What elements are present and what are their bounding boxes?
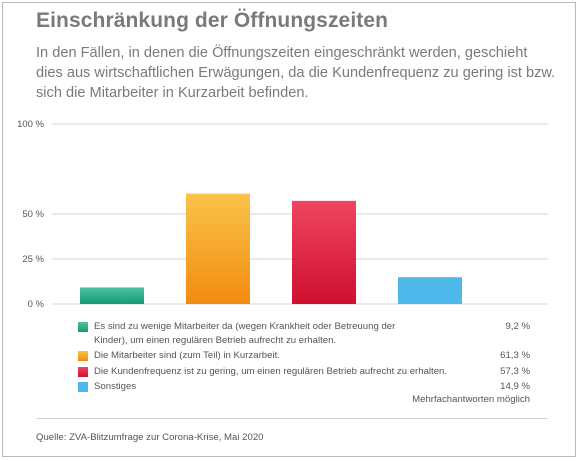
legend-label: Die Kundenfrequenz ist zu gering, um ein… [94, 365, 448, 377]
bar-3 [292, 200, 356, 304]
legend-swatch [78, 366, 88, 377]
bar-1 [80, 287, 144, 304]
legend-label: Sonstiges [94, 381, 137, 392]
y-tick-label: 100 % [17, 119, 44, 130]
chart-frame [2, 2, 576, 457]
legend-swatch [78, 322, 88, 332]
y-tick-label: 0 % [28, 299, 45, 310]
legend-value: 14,9 % [500, 381, 530, 392]
legend-label: Die Mitarbeiter sind (zum Teil) in Kurza… [94, 350, 280, 361]
y-tick-label: 50 % [22, 209, 44, 220]
legend-swatch [78, 382, 88, 392]
chart-title: Einschränkung der Öffnungszeiten [36, 9, 389, 32]
legend-value: 57,3 % [500, 365, 530, 377]
multiple-answers-note: Mehrfachantworten möglich [412, 394, 530, 405]
chart-subtitle: In den Fällen, in denen die Öffnungszeit… [36, 45, 556, 101]
legend-item: Die Kundenfrequenz ist zu gering, um ein… [78, 365, 530, 379]
legend-label: Es sind zu wenige Mitarbeiter da (wegen … [94, 321, 396, 346]
y-tick-label: 25 % [22, 254, 44, 265]
footer-divider [36, 418, 548, 419]
bar-2 [186, 193, 250, 304]
legend-value: 9,2 % [505, 321, 530, 332]
legend-item: Die Mitarbeiter sind (zum Teil) in Kurza… [78, 349, 530, 363]
legend-item: Es sind zu wenige Mitarbeiter da (wegen … [78, 320, 530, 347]
legend-item: Sonstiges 14,9 % [78, 380, 530, 394]
bar-4 [398, 277, 462, 304]
chart-legend: Es sind zu wenige Mitarbeiter da (wegen … [78, 320, 530, 396]
legend-value: 61,3 % [500, 350, 530, 361]
source-caption: Quelle: ZVA-Blitzumfrage zur Corona-Kris… [36, 432, 264, 443]
bars [80, 193, 462, 304]
legend-swatch [78, 351, 88, 361]
y-axis-ticks: 0 % 25 % 50 % 100 % [17, 119, 44, 310]
